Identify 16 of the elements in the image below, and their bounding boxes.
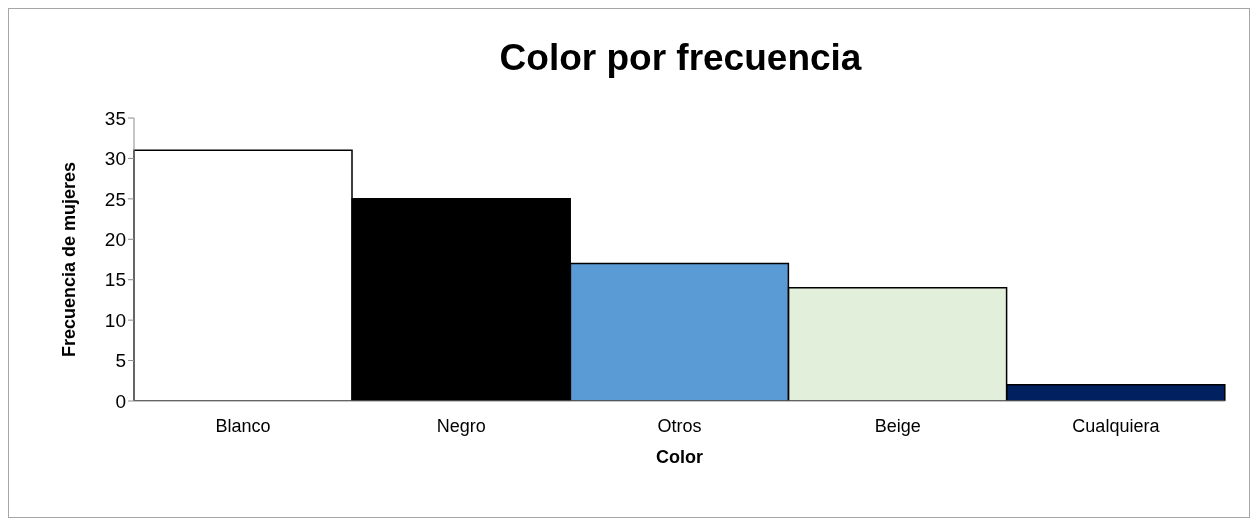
y-tick-label: 35 [104, 107, 126, 129]
x-axis-title: Color [656, 447, 703, 467]
y-tick-label: 20 [104, 229, 126, 251]
x-tick-label: Negro [436, 415, 486, 436]
y-tick-label: 5 [115, 350, 126, 372]
chart-title: Color por frecuencia [498, 37, 863, 79]
y-axis-title: Frecuencia de mujeres [59, 161, 80, 358]
y-tick-label: 30 [104, 148, 126, 170]
y-tick-label: 0 [115, 390, 126, 412]
y-tick-label: 25 [104, 188, 126, 210]
x-tick-label: Beige [874, 415, 921, 436]
x-tick-label: Blanco [215, 415, 271, 436]
x-tick-label: Otros [657, 415, 702, 436]
x-tick-label: Cualquiera [1072, 415, 1161, 436]
y-tick-label: 15 [104, 269, 126, 291]
y-tick-label: 10 [104, 309, 126, 331]
